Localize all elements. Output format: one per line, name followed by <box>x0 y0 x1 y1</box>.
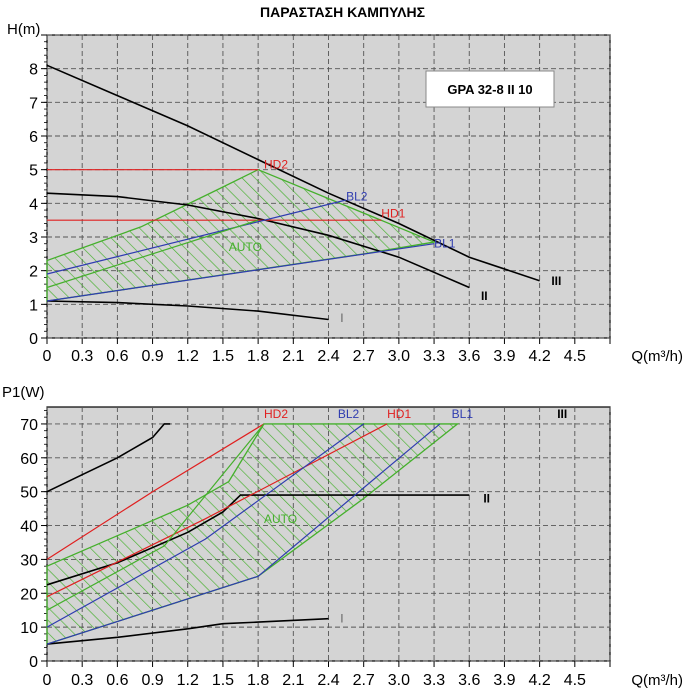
power-x-tick-label: 2.4 <box>317 672 339 689</box>
head-annotation-hd1: HD1 <box>381 206 405 220</box>
head-annotation-bl1: BL1 <box>434 237 456 251</box>
power-y-tick-label: 70 <box>20 417 38 434</box>
power-series-hd1 <box>46 423 388 598</box>
power-x-tick-label: 0.6 <box>106 672 128 689</box>
head-series-bl2 <box>46 199 347 275</box>
model-label-box <box>425 70 555 108</box>
head-x-tick-label: 1.5 <box>212 348 234 365</box>
head-y-tick-label: 6 <box>29 129 38 146</box>
head-x-tick-label: 2.1 <box>282 348 304 365</box>
power-x-tick-label: 3.9 <box>493 672 515 689</box>
head-annotation-auto: AUTO <box>229 240 262 254</box>
power-x-tick-label: 1.5 <box>212 672 234 689</box>
head-y-axis-title: H(m) <box>7 21 40 38</box>
head-series-i <box>46 300 329 321</box>
power-annotation-ii: II <box>483 491 490 505</box>
head-annotation-hd2: HD2 <box>264 158 288 172</box>
power-x-tick-label: 0 <box>43 672 52 689</box>
head-x-tick-label: 1.8 <box>247 348 269 365</box>
head-series-ii <box>46 192 470 289</box>
power-series-auto <box>46 423 265 611</box>
head-x-tick-label: 0.6 <box>106 348 128 365</box>
head-x-tick-label: 3.0 <box>388 348 410 365</box>
power-x-tick-label: 2.1 <box>282 672 304 689</box>
power-annotation-hd2: HD2 <box>264 407 288 421</box>
head-y-tick-label: 1 <box>29 297 38 314</box>
head-x-tick-label: 1.2 <box>177 348 199 365</box>
power-x-tick-label: 1.2 <box>177 672 199 689</box>
head-annotation-ii: II <box>481 289 488 303</box>
power-series-bl2 <box>46 423 365 628</box>
power-annotation-hd1: HD1 <box>387 407 411 421</box>
power-series-iii <box>46 423 171 493</box>
power-x-tick-label: 0.9 <box>141 672 163 689</box>
power-x-tick-label: 3.3 <box>423 672 445 689</box>
power-y-tick-label: 60 <box>20 451 38 468</box>
head-series-iii <box>46 64 540 282</box>
power-x-tick-label: 3.6 <box>458 672 480 689</box>
power-annotation-bl1: BL1 <box>452 407 474 421</box>
head-x-axis-title: Q(m³/h) <box>631 348 683 365</box>
power-y-tick-label: 10 <box>20 620 38 637</box>
head-annotation-bl2: BL2 <box>346 190 368 204</box>
power-y-tick-label: 40 <box>20 519 38 536</box>
head-x-tick-label: 4.2 <box>529 348 551 365</box>
model-label: GPA 32-8 II 10 <box>447 82 532 97</box>
power-x-tick-label: 4.5 <box>564 672 586 689</box>
head-y-tick-label: 3 <box>29 230 38 247</box>
head-x-tick-label: 0.9 <box>141 348 163 365</box>
head-y-tick-label: 2 <box>29 264 38 281</box>
power-series-bl1 <box>46 423 441 645</box>
power-series-hd2 <box>46 423 265 560</box>
power-y-tick-label: 30 <box>20 552 38 569</box>
head-x-tick-label: 3.6 <box>458 348 480 365</box>
head-y-tick-label: 7 <box>29 95 38 112</box>
head-series-auto <box>46 219 259 289</box>
head-y-tick-label: 4 <box>29 196 38 213</box>
head-y-tick-label: 5 <box>29 163 38 180</box>
head-x-tick-label: 2.4 <box>317 348 339 365</box>
power-annotation-iii: III <box>557 407 567 421</box>
power-x-axis-title: Q(m³/h) <box>631 672 683 689</box>
power-series-ii <box>46 494 470 586</box>
head-y-tick-label: 8 <box>29 62 38 79</box>
power-x-tick-label: 4.2 <box>529 672 551 689</box>
power-y-tick-label: 20 <box>20 586 38 603</box>
power-series-i <box>46 617 329 645</box>
power-y-axis-title: P1(W) <box>2 384 45 401</box>
page-title: ΠΑΡΑΣΤΑΣΗ ΚΑΜΠΥΛΗΣ <box>260 4 425 20</box>
head-y-tick-label: 0 <box>29 331 38 348</box>
head-annotation-iii: III <box>551 274 561 288</box>
head-x-tick-label: 4.5 <box>564 348 586 365</box>
power-annotation-auto: AUTO <box>264 512 297 526</box>
power-annotation-bl2: BL2 <box>338 407 360 421</box>
head-chart: 0 0.3 0.6 0.9 1.2 1.5 1.8 2.1 2.4 2.7 3.0 3.3 3.6 3.9… <box>7 21 683 365</box>
power-annotation-i: I <box>340 612 343 626</box>
head-x-tick-label: 3.3 <box>423 348 445 365</box>
power-x-tick-label: 1.8 <box>247 672 269 689</box>
power-x-tick-label: 2.7 <box>353 672 375 689</box>
head-x-tick-label: 3.9 <box>493 348 515 365</box>
power-x-tick-label: 3.0 <box>388 672 410 689</box>
head-x-tick-label: 0 <box>43 348 52 365</box>
power-y-tick-label: 0 <box>29 654 38 671</box>
power-y-tick-label: 50 <box>20 485 38 502</box>
head-x-tick-label: 2.7 <box>353 348 375 365</box>
head-annotation-i: I <box>340 311 343 325</box>
head-x-tick-label: 0.3 <box>71 348 93 365</box>
head-series-bl1 <box>46 243 435 302</box>
power-x-tick-label: 0.3 <box>71 672 93 689</box>
